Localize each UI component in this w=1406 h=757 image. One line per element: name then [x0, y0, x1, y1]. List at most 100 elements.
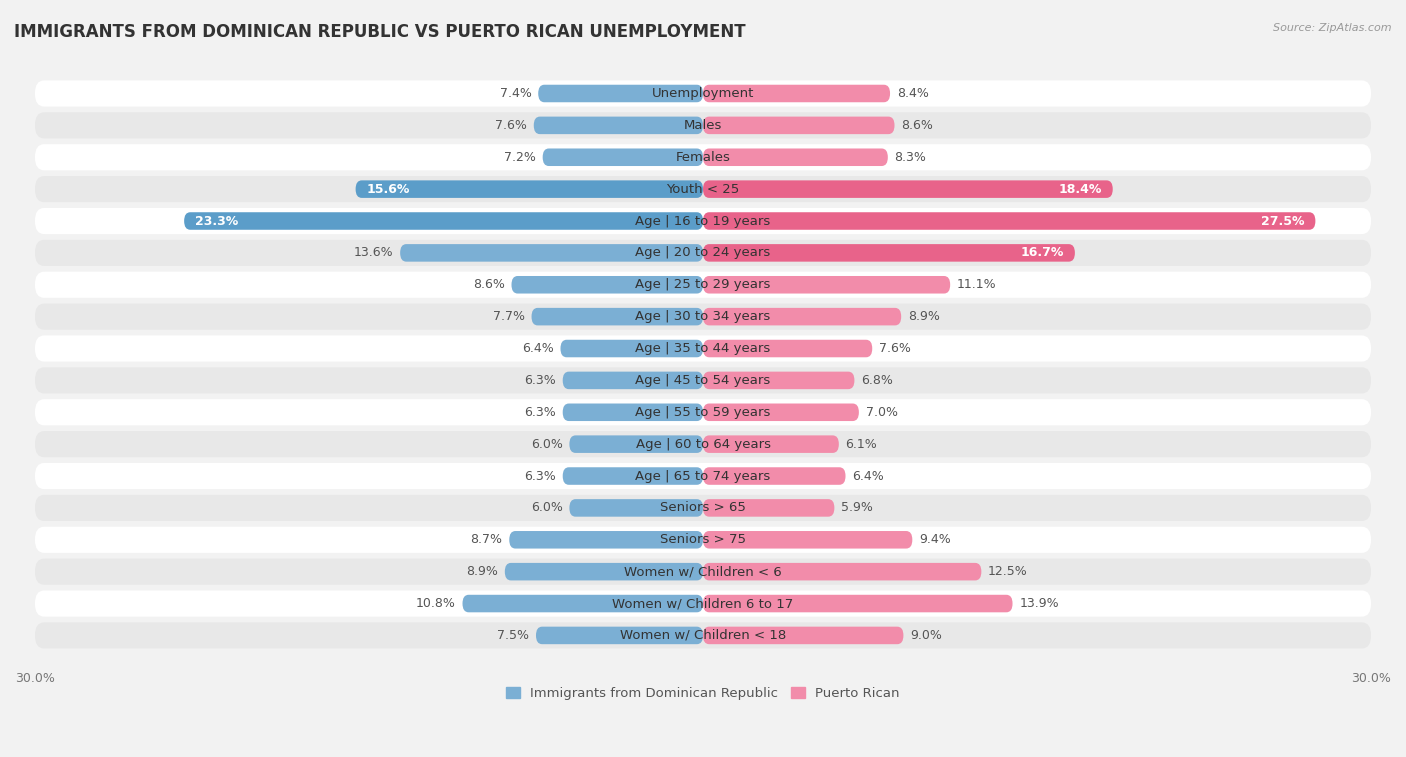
Text: Women w/ Children < 18: Women w/ Children < 18 — [620, 629, 786, 642]
Text: 6.3%: 6.3% — [524, 469, 555, 482]
FancyBboxPatch shape — [401, 244, 703, 262]
FancyBboxPatch shape — [35, 559, 1371, 584]
Text: 27.5%: 27.5% — [1261, 214, 1305, 228]
Text: Seniors > 65: Seniors > 65 — [659, 501, 747, 515]
FancyBboxPatch shape — [184, 212, 703, 230]
Text: Males: Males — [683, 119, 723, 132]
Text: 6.3%: 6.3% — [524, 374, 555, 387]
FancyBboxPatch shape — [703, 499, 834, 517]
Text: Age | 35 to 44 years: Age | 35 to 44 years — [636, 342, 770, 355]
Text: Females: Females — [675, 151, 731, 164]
Text: 6.4%: 6.4% — [522, 342, 554, 355]
FancyBboxPatch shape — [703, 148, 887, 166]
Text: 5.9%: 5.9% — [841, 501, 873, 515]
FancyBboxPatch shape — [35, 144, 1371, 170]
FancyBboxPatch shape — [569, 499, 703, 517]
Text: 8.3%: 8.3% — [894, 151, 927, 164]
FancyBboxPatch shape — [536, 627, 703, 644]
FancyBboxPatch shape — [35, 272, 1371, 298]
Text: 8.9%: 8.9% — [908, 310, 939, 323]
FancyBboxPatch shape — [703, 467, 845, 484]
Text: Age | 20 to 24 years: Age | 20 to 24 years — [636, 246, 770, 260]
FancyBboxPatch shape — [703, 85, 890, 102]
Text: 8.9%: 8.9% — [467, 565, 498, 578]
FancyBboxPatch shape — [562, 467, 703, 484]
Text: 12.5%: 12.5% — [988, 565, 1028, 578]
Text: 13.6%: 13.6% — [354, 246, 394, 260]
Text: 9.0%: 9.0% — [910, 629, 942, 642]
FancyBboxPatch shape — [356, 180, 703, 198]
FancyBboxPatch shape — [35, 367, 1371, 394]
FancyBboxPatch shape — [35, 590, 1371, 617]
Text: Source: ZipAtlas.com: Source: ZipAtlas.com — [1274, 23, 1392, 33]
FancyBboxPatch shape — [703, 595, 1012, 612]
FancyBboxPatch shape — [703, 212, 1316, 230]
Text: 6.8%: 6.8% — [860, 374, 893, 387]
FancyBboxPatch shape — [534, 117, 703, 134]
Text: 6.0%: 6.0% — [531, 438, 562, 450]
FancyBboxPatch shape — [703, 308, 901, 326]
FancyBboxPatch shape — [703, 403, 859, 421]
Text: 8.4%: 8.4% — [897, 87, 928, 100]
FancyBboxPatch shape — [35, 622, 1371, 649]
FancyBboxPatch shape — [569, 435, 703, 453]
FancyBboxPatch shape — [35, 176, 1371, 202]
Text: 10.8%: 10.8% — [416, 597, 456, 610]
FancyBboxPatch shape — [703, 627, 904, 644]
FancyBboxPatch shape — [509, 531, 703, 549]
FancyBboxPatch shape — [703, 372, 855, 389]
Text: 7.4%: 7.4% — [499, 87, 531, 100]
Text: IMMIGRANTS FROM DOMINICAN REPUBLIC VS PUERTO RICAN UNEMPLOYMENT: IMMIGRANTS FROM DOMINICAN REPUBLIC VS PU… — [14, 23, 745, 41]
Text: 7.0%: 7.0% — [866, 406, 897, 419]
FancyBboxPatch shape — [543, 148, 703, 166]
Text: Youth < 25: Youth < 25 — [666, 182, 740, 195]
Text: 7.6%: 7.6% — [879, 342, 911, 355]
Text: 13.9%: 13.9% — [1019, 597, 1059, 610]
Text: Age | 30 to 34 years: Age | 30 to 34 years — [636, 310, 770, 323]
Text: 7.7%: 7.7% — [494, 310, 524, 323]
Text: 7.5%: 7.5% — [498, 629, 529, 642]
FancyBboxPatch shape — [531, 308, 703, 326]
Text: Age | 25 to 29 years: Age | 25 to 29 years — [636, 279, 770, 291]
Text: Age | 16 to 19 years: Age | 16 to 19 years — [636, 214, 770, 228]
FancyBboxPatch shape — [512, 276, 703, 294]
Text: 18.4%: 18.4% — [1059, 182, 1102, 195]
Text: Women w/ Children < 6: Women w/ Children < 6 — [624, 565, 782, 578]
Text: Seniors > 75: Seniors > 75 — [659, 533, 747, 547]
Text: 7.2%: 7.2% — [505, 151, 536, 164]
Text: 16.7%: 16.7% — [1021, 246, 1064, 260]
FancyBboxPatch shape — [505, 563, 703, 581]
FancyBboxPatch shape — [35, 463, 1371, 489]
Legend: Immigrants from Dominican Republic, Puerto Rican: Immigrants from Dominican Republic, Puer… — [501, 681, 905, 706]
Text: 6.0%: 6.0% — [531, 501, 562, 515]
FancyBboxPatch shape — [35, 240, 1371, 266]
FancyBboxPatch shape — [703, 117, 894, 134]
FancyBboxPatch shape — [35, 80, 1371, 107]
Text: 7.6%: 7.6% — [495, 119, 527, 132]
Text: Age | 60 to 64 years: Age | 60 to 64 years — [636, 438, 770, 450]
Text: Women w/ Children 6 to 17: Women w/ Children 6 to 17 — [613, 597, 793, 610]
FancyBboxPatch shape — [35, 335, 1371, 362]
FancyBboxPatch shape — [562, 372, 703, 389]
FancyBboxPatch shape — [35, 399, 1371, 425]
FancyBboxPatch shape — [562, 403, 703, 421]
Text: 9.4%: 9.4% — [920, 533, 950, 547]
FancyBboxPatch shape — [703, 244, 1076, 262]
Text: Age | 65 to 74 years: Age | 65 to 74 years — [636, 469, 770, 482]
FancyBboxPatch shape — [35, 304, 1371, 330]
FancyBboxPatch shape — [703, 180, 1112, 198]
FancyBboxPatch shape — [35, 431, 1371, 457]
FancyBboxPatch shape — [35, 527, 1371, 553]
Text: 6.3%: 6.3% — [524, 406, 555, 419]
FancyBboxPatch shape — [703, 340, 872, 357]
Text: Age | 45 to 54 years: Age | 45 to 54 years — [636, 374, 770, 387]
FancyBboxPatch shape — [538, 85, 703, 102]
FancyBboxPatch shape — [35, 112, 1371, 139]
FancyBboxPatch shape — [703, 435, 839, 453]
Text: 8.7%: 8.7% — [471, 533, 502, 547]
FancyBboxPatch shape — [703, 276, 950, 294]
FancyBboxPatch shape — [35, 495, 1371, 521]
FancyBboxPatch shape — [35, 208, 1371, 234]
Text: Age | 55 to 59 years: Age | 55 to 59 years — [636, 406, 770, 419]
Text: 11.1%: 11.1% — [957, 279, 997, 291]
